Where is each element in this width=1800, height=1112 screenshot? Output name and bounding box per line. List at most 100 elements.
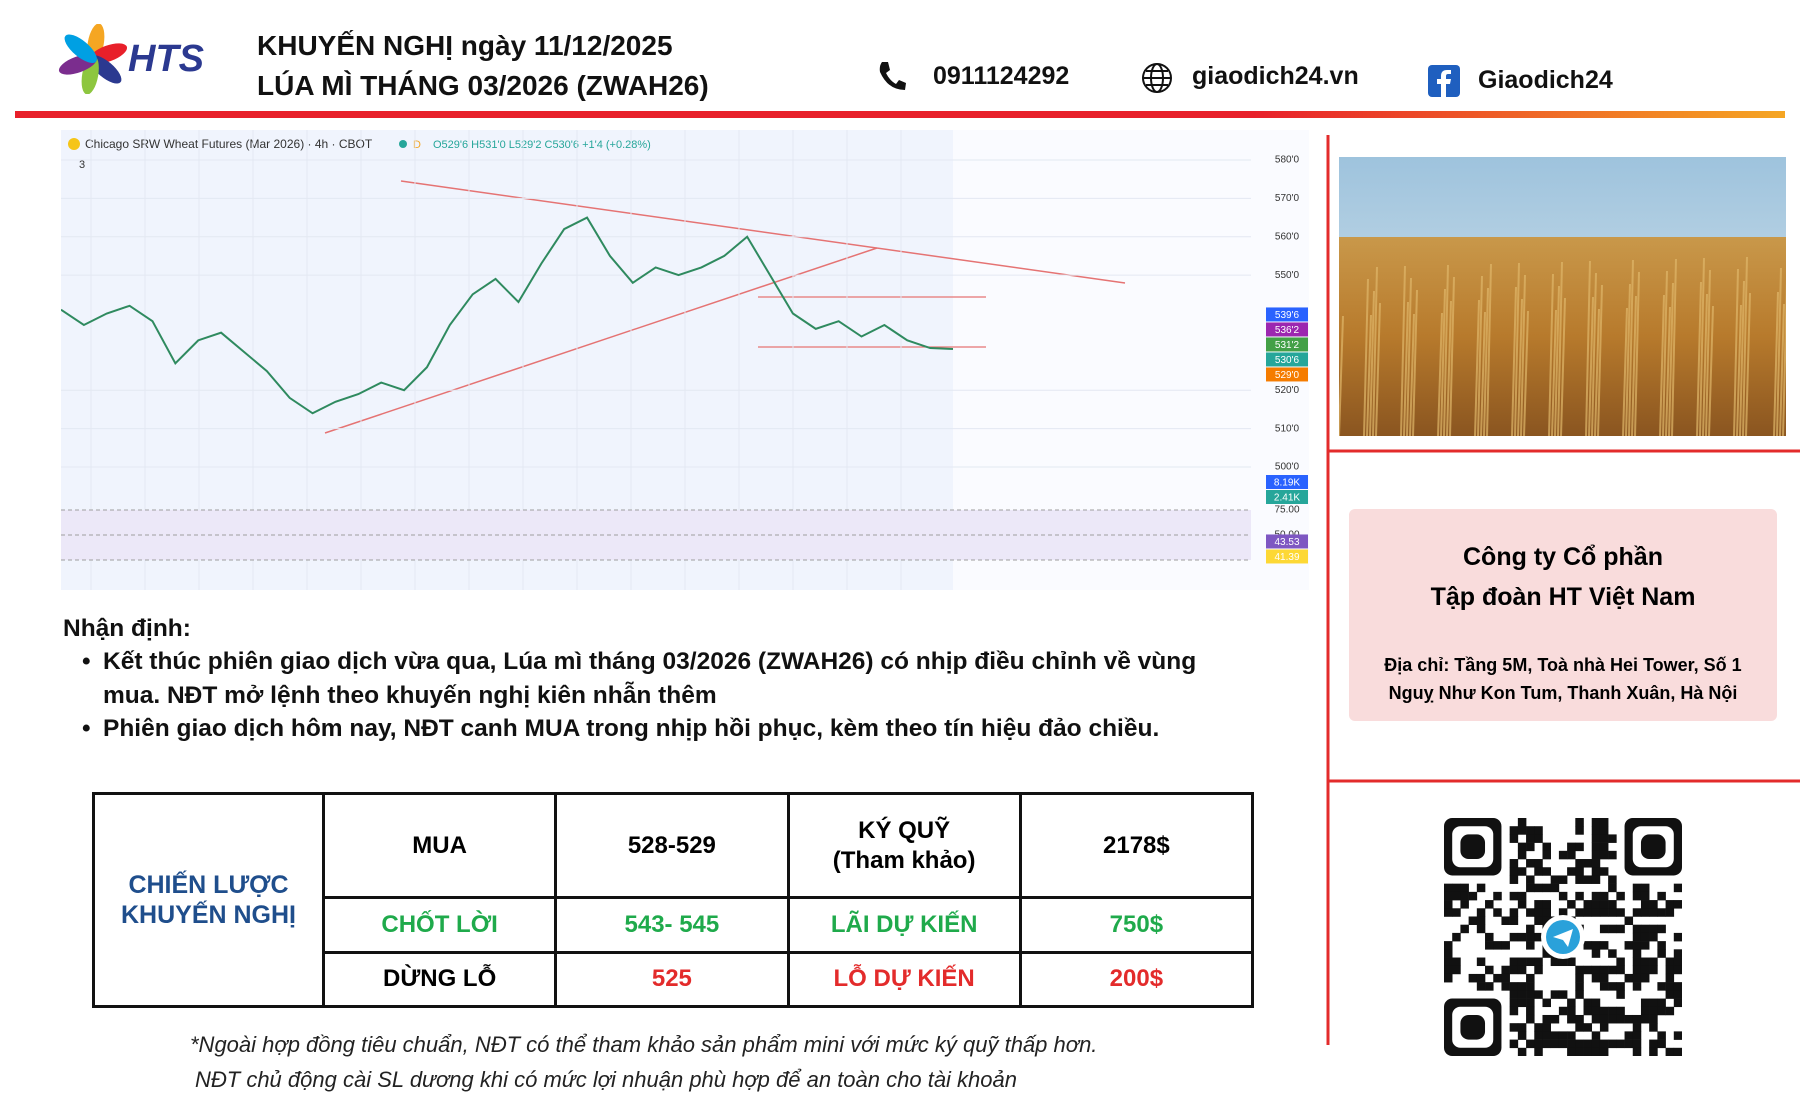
qr-cell: [1550, 1039, 1560, 1049]
qr-cell: [1599, 834, 1609, 843]
qr-cell: [1632, 1014, 1642, 1024]
qr-cell: [1517, 826, 1527, 835]
qr-cell: [1608, 1039, 1617, 1049]
qr-cell: [1583, 1047, 1593, 1056]
price-chart: Chicago SRW Wheat Futures (Mar 2026) · 4…: [61, 130, 1309, 590]
stalk: [1446, 300, 1452, 436]
value-badge: [1266, 352, 1308, 367]
y-tick-label: 550'0: [1275, 270, 1300, 281]
qr-cell: [1509, 1039, 1519, 1049]
qr-cell: [1632, 973, 1642, 983]
qr-cell: [1673, 957, 1682, 967]
qr-cell: [1665, 1006, 1675, 1016]
stalk: [1511, 286, 1517, 436]
qr-cell: [1542, 842, 1551, 852]
qr-finder: [1460, 834, 1486, 860]
qr-cell: [1444, 883, 1453, 893]
table-row: CHIẾN LƯỢC KHUYẾN NGHỊ MUA 528-529 KÝ QUỸ (Th…: [92, 791, 1255, 1008]
stalk: [1375, 302, 1381, 436]
qr-cell: [1567, 1014, 1576, 1024]
stalk: [1406, 277, 1412, 436]
stalk: [1474, 299, 1480, 436]
bullet-dot: •: [82, 648, 91, 675]
y-tick-label: 520'0: [1275, 385, 1300, 396]
badge-label: 531'2: [1275, 340, 1300, 351]
qr-cell: [1558, 1031, 1568, 1040]
cell-text: MUA: [412, 831, 467, 859]
qr-cell: [1501, 941, 1510, 950]
qr-cell: [1468, 973, 1478, 983]
badge-label: 41.39: [1274, 552, 1299, 563]
stalk: [1625, 283, 1631, 436]
qr-cell: [1444, 973, 1453, 983]
qr-cell: [1608, 1014, 1617, 1024]
stalk: [1668, 282, 1674, 436]
qr-cell: [1444, 957, 1453, 967]
qr-cell: [1509, 1023, 1519, 1032]
qr-cell: [1550, 1014, 1560, 1024]
cell-text: 528-529: [627, 831, 716, 859]
qr-cell: [1485, 982, 1494, 991]
qr-cell: [1591, 908, 1601, 917]
qr-cell: [1534, 965, 1543, 975]
stalk: [1622, 307, 1628, 436]
qr-cell: [1608, 850, 1617, 860]
qr-cell: [1657, 908, 1666, 917]
qr-cell: [1640, 924, 1650, 934]
qr-cell: [1526, 998, 1535, 1008]
qr-cell: [1526, 826, 1535, 835]
qr-cell: [1526, 990, 1535, 999]
value-badge: [1266, 534, 1308, 549]
qr-cell: [1583, 1006, 1593, 1016]
qr-cell: [1526, 875, 1535, 884]
qr-cell: [1616, 908, 1625, 917]
qr-cell: [1542, 883, 1551, 893]
qr-cell: [1526, 859, 1535, 868]
qr-cell: [1599, 850, 1609, 860]
qr-cell: [1526, 932, 1535, 942]
qr-cell: [1476, 908, 1486, 917]
qr-cell: [1599, 1023, 1609, 1032]
ohlc: O529'6 H531'0 L529'2 C530'6 +1'4 (+0.28%…: [433, 139, 651, 151]
badge-label: 530'6: [1275, 355, 1300, 366]
qr-cell: [1452, 891, 1461, 901]
stalk: [1483, 287, 1489, 436]
qr-cell: [1640, 883, 1650, 893]
qr-cell: [1640, 891, 1650, 901]
qr-cell: [1542, 867, 1551, 876]
qr-cell: [1509, 982, 1519, 991]
qr-cell: [1673, 932, 1682, 942]
qr-cell: [1534, 957, 1543, 967]
qr-cell: [1534, 859, 1543, 868]
qr-cell: [1624, 1031, 1634, 1040]
badge-label: 43.53: [1274, 537, 1299, 548]
qr-cell: [1583, 965, 1593, 975]
strategy-label: KHUYẾN NGHỊ: [120, 901, 296, 929]
qr-cell: [1649, 900, 1658, 909]
qr-cell: [1616, 965, 1625, 975]
qr-cell: [1542, 1039, 1551, 1049]
qr-cell: [1575, 965, 1584, 975]
qr-cell: [1632, 908, 1642, 917]
qr-cell: [1575, 1014, 1584, 1024]
stalk: [1480, 311, 1486, 436]
phone: 0911124292: [933, 62, 1070, 90]
qr-cell: [1649, 957, 1658, 967]
analysis-text: mua. NĐT mở lệnh theo khuyến nghị kiên n…: [103, 681, 717, 709]
qr-cell: [1608, 924, 1617, 934]
qr-cell: [1526, 842, 1535, 852]
stalk: [1554, 285, 1560, 436]
y-tick-label: 560'0: [1275, 231, 1300, 242]
qr-cell: [1657, 1031, 1666, 1040]
stalk: [1517, 298, 1523, 436]
table-cell: DỪNG LỖ: [321, 950, 558, 1008]
qr-cell: [1649, 924, 1658, 934]
qr-cell: [1558, 1006, 1568, 1016]
qr-cell: [1665, 973, 1675, 983]
qr-cell: [1616, 924, 1625, 934]
qr-cell: [1575, 1023, 1584, 1032]
qr-cell: [1575, 842, 1584, 852]
qr-cell: [1599, 982, 1609, 991]
stalk: [1560, 297, 1566, 436]
qr-cell: [1673, 1047, 1682, 1056]
